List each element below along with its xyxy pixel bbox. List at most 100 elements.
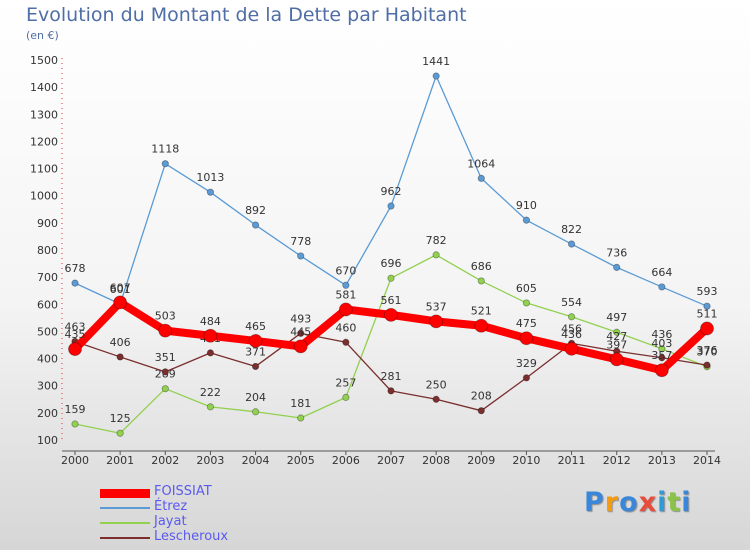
y-tick-label: 900 [37, 217, 58, 230]
data-point-foissiat [384, 307, 398, 322]
legend-swatch [100, 536, 150, 540]
y-tick-label: 700 [37, 271, 58, 284]
x-tick-label: 2000 [61, 454, 89, 467]
data-point-jayat [161, 385, 169, 393]
data-label-foissiat: 503 [155, 310, 176, 323]
x-tick-label: 2006 [332, 454, 360, 467]
data-point-lescheroux [658, 354, 666, 362]
legend-label: Jayat [154, 514, 187, 529]
data-label-etrez: 670 [335, 264, 356, 277]
data-point-foissiat [609, 352, 624, 367]
data-label-jayat: 204 [245, 391, 266, 404]
x-tick-label: 2001 [106, 454, 134, 467]
data-label-jayat: 125 [110, 412, 131, 425]
data-label-foissiat: 581 [335, 288, 356, 301]
data-point-foissiat [158, 323, 173, 338]
data-point-lescheroux [297, 329, 305, 337]
data-label-etrez: 736 [606, 246, 627, 259]
data-point-lescheroux [387, 387, 395, 395]
data-point-etrez [477, 174, 485, 182]
data-label-foissiat: 537 [426, 300, 447, 313]
data-point-jayat [567, 313, 576, 321]
legend-label: Étrez [154, 499, 188, 514]
data-point-jayat [251, 408, 260, 416]
x-tick-label: 2007 [377, 454, 405, 467]
proxiti-logo: Proxiti [584, 487, 692, 518]
data-point-foissiat [203, 328, 218, 343]
data-point-foissiat [700, 321, 714, 336]
data-label-jayat: 436 [651, 328, 672, 341]
y-tick-label: 1400 [30, 81, 58, 94]
x-tick-label: 2004 [242, 454, 270, 467]
data-label-foissiat: 475 [516, 317, 537, 330]
legend-label: Lescheroux [154, 529, 229, 544]
data-point-foissiat [519, 331, 534, 346]
data-label-jayat: 696 [381, 257, 402, 270]
data-label-foissiat: 435 [65, 328, 86, 341]
data-label-etrez: 892 [245, 204, 266, 217]
y-tick-label: 1200 [30, 135, 58, 148]
data-label-foissiat: 436 [561, 328, 582, 341]
data-point-jayat [658, 345, 666, 353]
data-point-foissiat [564, 341, 579, 356]
x-tick-label: 2003 [196, 454, 224, 467]
data-point-etrez [658, 283, 666, 291]
data-point-jayat [432, 251, 440, 259]
data-label-foissiat: 465 [245, 320, 266, 333]
data-label-foissiat: 397 [606, 338, 627, 351]
x-tick-label: 2014 [693, 454, 721, 467]
data-point-jayat [206, 403, 215, 411]
data-label-etrez: 910 [516, 199, 537, 212]
data-label-lescheroux: 493 [290, 312, 311, 325]
data-point-etrez [703, 302, 711, 310]
data-label-etrez: 678 [65, 262, 86, 275]
data-point-lescheroux [342, 338, 350, 346]
data-label-etrez: 1118 [151, 143, 179, 156]
data-label-etrez: 962 [381, 185, 402, 198]
data-label-lescheroux: 427 [606, 330, 627, 343]
data-label-foissiat: 484 [200, 315, 221, 328]
data-point-foissiat [654, 363, 669, 378]
data-point-jayat [522, 299, 531, 307]
data-point-foissiat [429, 314, 444, 329]
data-label-lescheroux: 351 [155, 351, 176, 364]
data-point-jayat [116, 429, 124, 437]
x-tick-label: 2009 [467, 454, 495, 467]
data-point-foissiat [113, 295, 128, 310]
data-point-lescheroux [206, 349, 215, 357]
data-point-jayat [342, 393, 350, 401]
data-label-lescheroux: 403 [651, 337, 672, 350]
y-tick-label: 200 [37, 407, 58, 420]
data-point-jayat [387, 274, 395, 282]
data-label-lescheroux: 460 [335, 321, 356, 334]
data-label-foissiat: 607 [110, 281, 131, 294]
data-label-jayat: 605 [516, 282, 537, 295]
data-label-etrez: 822 [561, 223, 582, 236]
data-label-lescheroux: 456 [561, 322, 582, 335]
data-label-etrez: 1441 [422, 55, 450, 68]
x-tick-label: 2013 [648, 454, 676, 467]
y-tick-label: 400 [37, 353, 58, 366]
x-tick-label: 2008 [422, 454, 450, 467]
data-label-etrez: 1013 [196, 171, 224, 184]
data-label-lescheroux: 406 [110, 336, 131, 349]
x-tick-label: 2005 [287, 454, 315, 467]
data-point-lescheroux [522, 374, 531, 382]
data-point-jayat [613, 328, 621, 336]
x-tick-label: 2011 [558, 454, 586, 467]
data-point-jayat [71, 420, 79, 428]
data-label-foissiat: 521 [471, 305, 492, 318]
legend-label: FOISSIAT [154, 484, 212, 499]
data-label-jayat: 497 [606, 311, 627, 324]
data-label-foissiat: 357 [651, 349, 672, 362]
x-tick-label: 2012 [603, 454, 631, 467]
data-point-etrez [161, 160, 169, 168]
data-label-jayat: 370 [697, 346, 718, 359]
data-point-foissiat [474, 318, 489, 333]
data-point-foissiat [293, 339, 308, 354]
data-label-jayat: 257 [335, 376, 356, 389]
data-label-lescheroux: 371 [245, 345, 266, 358]
data-label-foissiat: 511 [697, 307, 718, 320]
